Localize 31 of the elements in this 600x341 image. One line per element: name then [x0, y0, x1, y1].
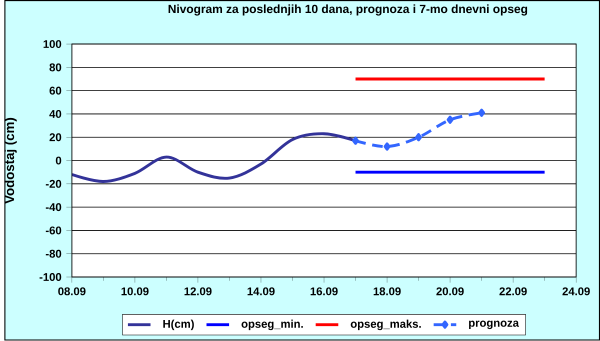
x-tick-label: 16.09 [310, 288, 338, 296]
point [352, 136, 359, 146]
y-tick-label: -80 [46, 250, 62, 258]
x-tick-label: 08.09 [58, 288, 86, 296]
y-tick-label: 60 [50, 86, 62, 95]
legend-label: opseg_min. [242, 320, 303, 330]
point [478, 108, 486, 118]
y-tick-label: 80 [50, 64, 62, 72]
y-tick-label: -60 [46, 226, 62, 235]
legend-label: H(cm) [163, 320, 194, 330]
y-tick-label: 40 [49, 110, 62, 118]
x-tick-label: 20.09 [436, 288, 464, 296]
y-tick-label: -40 [46, 203, 62, 212]
y-tick-label: -100 [40, 273, 62, 282]
y-tick-label: 20 [50, 133, 62, 142]
x-tick-label: 10.09 [122, 288, 149, 296]
y-tick-label: 100 [44, 40, 62, 48]
legend-label: prognoza [469, 320, 520, 330]
x-tick-label: 24.09 [562, 288, 590, 296]
point [415, 133, 422, 142]
y-axis-title: Vodostaj (cm) [4, 118, 17, 204]
legend-label: opseg_maks. [350, 320, 421, 330]
point [446, 116, 454, 124]
x-tick-label: 14.09 [248, 288, 275, 296]
chart-title: Nivogram za poslednjih 10 dana, prognoza i 7-mo dnevni opseg [168, 4, 528, 16]
point [384, 142, 391, 151]
x-tick-label: 12.09 [184, 288, 212, 296]
x-tick-label: 22.09 [499, 288, 527, 296]
y-tick-label: -20 [46, 180, 62, 188]
y-tick-label: 0 [56, 156, 62, 165]
x-tick-label: 18.09 [374, 288, 401, 296]
